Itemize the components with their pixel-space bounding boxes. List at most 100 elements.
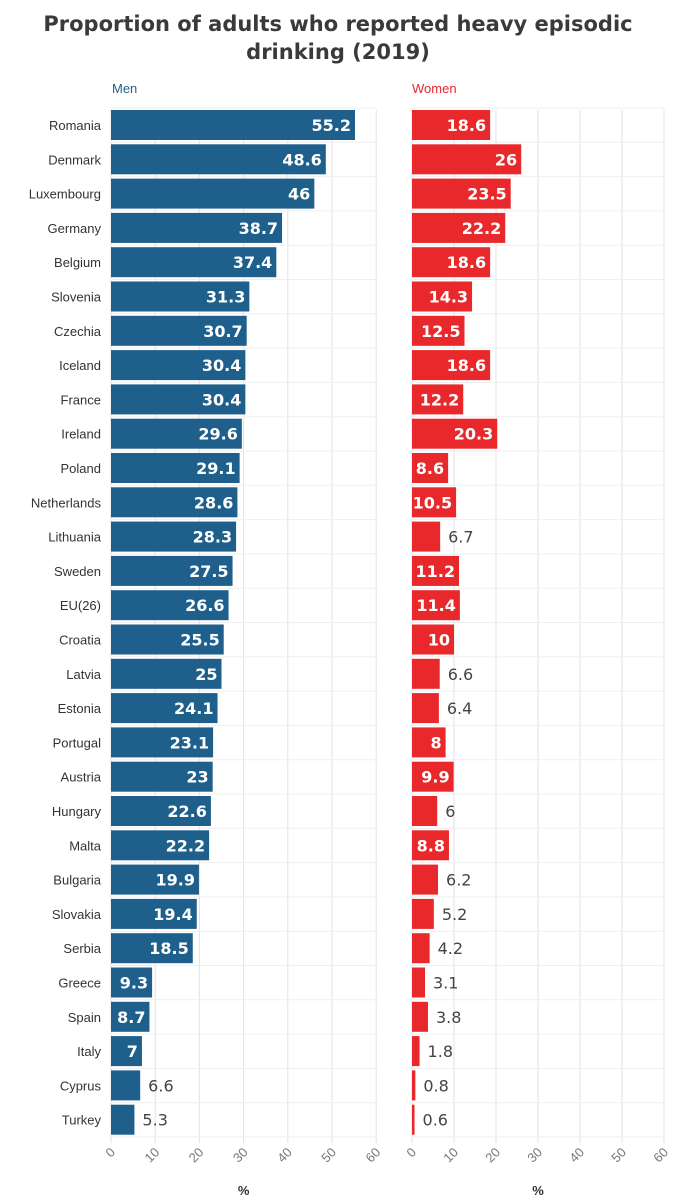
x-tick-label-women: 60 <box>650 1145 671 1166</box>
category-label-france: France <box>61 392 101 407</box>
bar-men-estonia <box>111 693 218 724</box>
data-label-women-germany: 22.2 <box>462 219 501 238</box>
bar-men-italy <box>111 1036 142 1067</box>
bar-men-luxembourg <box>111 178 315 209</box>
category-label-turkey: Turkey <box>62 1113 102 1128</box>
data-label-women-czechia: 12.5 <box>421 322 460 341</box>
data-label-men-germany: 38.7 <box>239 219 278 238</box>
bar-women-sweden <box>412 555 460 586</box>
data-label-women-netherlands: 10.5 <box>413 493 452 512</box>
x-tick-label-men: 10 <box>141 1145 162 1166</box>
bar-men-ireland <box>111 418 242 449</box>
data-label-men-malta: 22.2 <box>166 836 205 855</box>
bar-men-bulgaria <box>111 864 199 895</box>
data-label-women-bulgaria: 6.2 <box>446 871 471 890</box>
bar-women-portugal <box>412 727 446 758</box>
x-tick-label-men: 60 <box>362 1145 383 1166</box>
bar-women-lithuania <box>412 521 441 552</box>
data-label-men-france: 30.4 <box>202 390 241 409</box>
category-label-luxembourg: Luxembourg <box>29 187 101 202</box>
category-label-bulgaria: Bulgaria <box>53 873 101 888</box>
x-tick-label-men: 0 <box>102 1145 118 1161</box>
bar-men-sweden <box>111 555 233 586</box>
bar-women-turkey <box>412 1104 415 1135</box>
category-label-cyprus: Cyprus <box>60 1078 102 1093</box>
category-label-portugal: Portugal <box>53 735 102 750</box>
bar-men-latvia <box>111 658 222 689</box>
bar-women-latvia <box>412 658 440 689</box>
bar-women-slovenia <box>412 281 473 312</box>
bar-men-portugal <box>111 727 214 758</box>
data-label-women-denmark: 26 <box>495 150 517 169</box>
data-label-men-poland: 29.1 <box>196 459 235 478</box>
category-label-serbia: Serbia <box>63 941 101 956</box>
bar-women-netherlands <box>412 487 457 518</box>
data-label-women-cyprus: 0.8 <box>423 1076 448 1095</box>
bar-women-eu-26- <box>412 590 460 621</box>
category-label-austria: Austria <box>61 770 102 785</box>
data-label-women-sweden: 11.2 <box>416 562 455 581</box>
data-label-men-spain: 8.7 <box>117 1008 145 1027</box>
data-label-women-slovenia: 14.3 <box>429 288 468 307</box>
data-label-men-romania: 55.2 <box>311 116 350 135</box>
bar-men-slovenia <box>111 281 250 312</box>
data-label-women-france: 12.2 <box>420 390 459 409</box>
data-label-men-italy: 7 <box>127 1042 138 1061</box>
bar-men-germany <box>111 212 283 243</box>
bar-men-france <box>111 384 246 415</box>
data-label-men-latvia: 25 <box>195 665 217 684</box>
data-label-men-slovenia: 31.3 <box>206 288 245 307</box>
data-label-women-portugal: 8 <box>430 733 441 752</box>
category-label-italy: Italy <box>77 1044 101 1059</box>
bar-women-estonia <box>412 693 439 724</box>
data-label-women-estonia: 6.4 <box>447 699 472 718</box>
category-label-netherlands: Netherlands <box>31 495 102 510</box>
bar-women-ireland <box>412 418 498 449</box>
data-label-women-ireland: 20.3 <box>454 425 493 444</box>
data-label-women-lithuania: 6.7 <box>448 528 473 547</box>
bar-men-czechia <box>111 315 247 346</box>
bar-men-poland <box>111 453 240 483</box>
bar-men-slovakia <box>111 898 197 929</box>
data-label-men-slovakia: 19.4 <box>153 905 192 924</box>
category-label-sweden: Sweden <box>54 564 101 579</box>
bar-men-denmark <box>111 144 326 175</box>
bar-men-belgium <box>111 247 277 278</box>
x-tick-label-women: 0 <box>403 1145 419 1161</box>
data-label-men-czechia: 30.7 <box>203 322 242 341</box>
category-label-spain: Spain <box>68 1010 101 1025</box>
bar-women-belgium <box>412 247 491 278</box>
bar-women-poland <box>412 453 449 483</box>
x-tick-label-men: 50 <box>318 1145 339 1166</box>
bar-women-iceland <box>412 350 491 381</box>
data-label-women-eu-26-: 11.4 <box>416 596 455 615</box>
data-label-women-italy: 1.8 <box>428 1042 453 1061</box>
category-label-slovakia: Slovakia <box>52 907 102 922</box>
bar-women-spain <box>412 1001 428 1032</box>
data-label-women-latvia: 6.6 <box>448 665 473 684</box>
data-label-men-serbia: 18.5 <box>149 939 188 958</box>
category-label-slovenia: Slovenia <box>51 290 102 305</box>
x-tick-label-women: 10 <box>440 1145 461 1166</box>
x-axis-title-women: % <box>532 1183 544 1198</box>
x-tick-label-women: 40 <box>566 1145 587 1166</box>
x-tick-label-women: 20 <box>482 1145 503 1166</box>
category-label-germany: Germany <box>48 221 102 236</box>
data-label-men-hungary: 22.6 <box>167 802 206 821</box>
data-label-men-greece: 9.3 <box>120 974 148 993</box>
bar-women-austria <box>412 761 454 792</box>
data-label-men-belgium: 37.4 <box>233 253 272 272</box>
data-label-men-iceland: 30.4 <box>202 356 241 375</box>
data-label-men-eu-26-: 26.6 <box>185 596 224 615</box>
bar-women-france <box>412 384 464 415</box>
category-label-hungary: Hungary <box>52 804 102 819</box>
data-label-women-luxembourg: 23.5 <box>467 185 506 204</box>
bar-men-malta <box>111 830 210 861</box>
category-label-latvia: Latvia <box>66 667 101 682</box>
bar-women-slovakia <box>412 898 434 929</box>
bar-men-serbia <box>111 933 193 964</box>
data-label-men-croatia: 25.5 <box>180 631 219 650</box>
bar-women-hungary <box>412 796 438 826</box>
bar-women-bulgaria <box>412 864 439 895</box>
category-label-belgium: Belgium <box>54 255 101 270</box>
